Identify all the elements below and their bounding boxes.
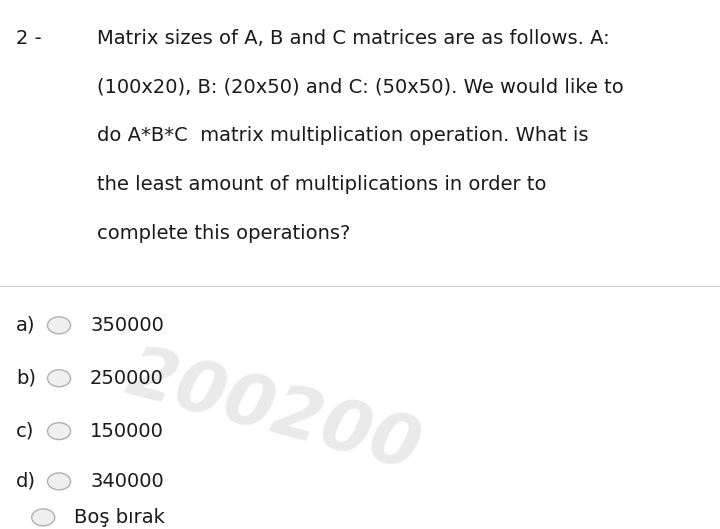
- Text: 150000: 150000: [90, 422, 164, 441]
- Text: Boş bırak: Boş bırak: [74, 508, 165, 527]
- Circle shape: [48, 370, 71, 387]
- Circle shape: [32, 509, 55, 526]
- Text: complete this operations?: complete this operations?: [97, 224, 351, 243]
- Text: 340000: 340000: [90, 472, 163, 491]
- Text: Matrix sizes of A, B and C matrices are as follows. A:: Matrix sizes of A, B and C matrices are …: [97, 29, 610, 48]
- Text: do A*B*C  matrix multiplication operation. What is: do A*B*C matrix multiplication operation…: [97, 126, 589, 145]
- Text: b): b): [16, 369, 36, 388]
- Text: 2 -: 2 -: [16, 29, 42, 48]
- Circle shape: [48, 317, 71, 334]
- Circle shape: [48, 423, 71, 440]
- Text: d): d): [16, 472, 36, 491]
- Text: 200200: 200200: [119, 340, 428, 485]
- Text: c): c): [16, 422, 35, 441]
- Circle shape: [48, 473, 71, 490]
- Text: 250000: 250000: [90, 369, 164, 388]
- Text: 350000: 350000: [90, 316, 164, 335]
- Text: the least amount of multiplications in order to: the least amount of multiplications in o…: [97, 175, 546, 194]
- Text: (100x20), B: (20x50) and C: (50x50). We would like to: (100x20), B: (20x50) and C: (50x50). We …: [97, 78, 624, 97]
- Text: a): a): [16, 316, 35, 335]
